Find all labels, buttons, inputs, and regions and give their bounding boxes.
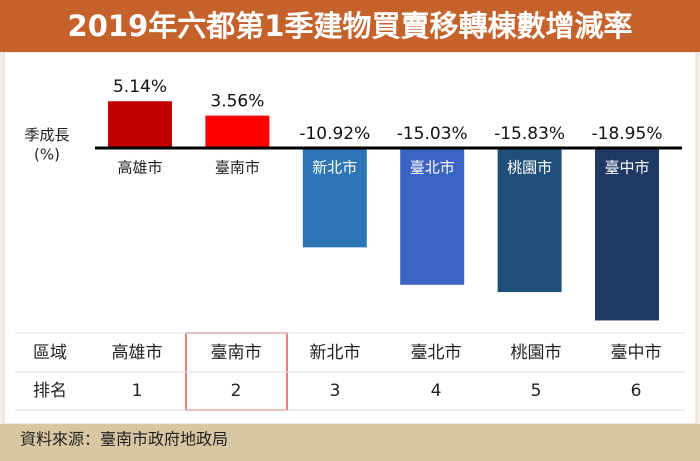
category-label: 高雄市	[117, 159, 162, 177]
bar	[400, 148, 465, 285]
title-bar	[0, 0, 700, 52]
table-cell: 1	[132, 381, 143, 401]
bar	[205, 115, 270, 148]
table-cell: 排名	[33, 381, 67, 401]
table-cell: 5	[531, 381, 542, 401]
table-header-cell: 新北市	[310, 343, 361, 363]
chart-title: 2019年六都第1季建物買賣移轉棟數增減率	[68, 9, 633, 43]
value-label: 5.14%	[113, 77, 167, 97]
bar	[108, 101, 172, 148]
bar	[497, 148, 562, 293]
table-header-cell: 臺北市	[411, 343, 462, 363]
footer-bar	[0, 424, 700, 461]
category-label: 臺中市	[604, 159, 649, 177]
table-header-cell: 臺中市	[611, 343, 662, 363]
category-label: 臺南市	[215, 159, 260, 177]
table-header-cell: 桃園市	[511, 343, 562, 363]
table-cell: 4	[431, 381, 442, 401]
value-label: -10.92%	[299, 124, 370, 144]
value-label: -15.83%	[494, 124, 565, 144]
table-cell: 6	[631, 381, 642, 401]
table-header-cell: 高雄市	[112, 343, 163, 363]
y-axis-label: 季成長(%)	[24, 126, 69, 164]
table-cell: 3	[330, 381, 341, 401]
value-label: 3.56%	[210, 92, 264, 112]
value-label: -18.95%	[592, 124, 663, 144]
category-label: 桃園市	[507, 159, 552, 177]
table-header-cell: 臺南市	[211, 343, 262, 363]
table-cell: 2	[231, 381, 242, 401]
category-label: 臺北市	[410, 159, 455, 177]
value-label: -15.03%	[397, 124, 468, 144]
table-header-cell: 區域	[33, 343, 67, 363]
bar	[302, 148, 367, 248]
bar	[595, 148, 659, 321]
footer-source: 資料來源：臺南市政府地政局	[20, 430, 228, 449]
category-label: 新北市	[312, 159, 357, 177]
